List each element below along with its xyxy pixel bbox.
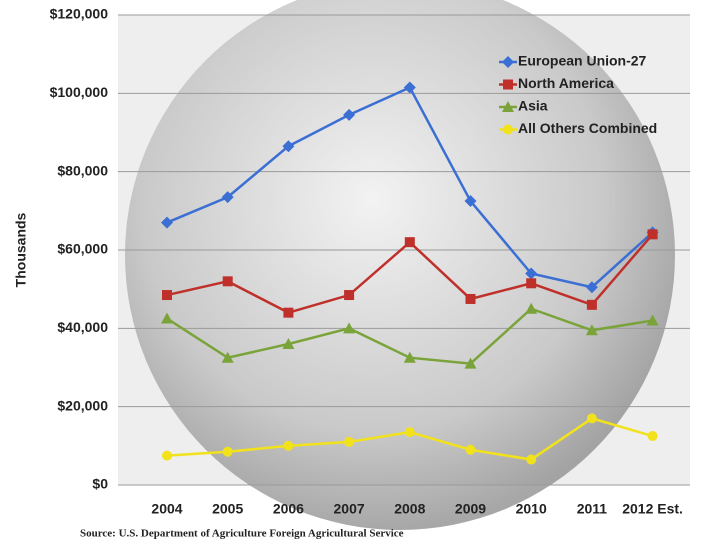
data-point	[162, 450, 172, 461]
data-point	[343, 322, 356, 334]
y-tick-label: $80,000	[57, 162, 108, 178]
x-tick-label: 2010	[516, 501, 547, 517]
data-point	[465, 293, 476, 304]
data-point	[222, 276, 233, 287]
x-tick-label: 2011	[577, 501, 608, 517]
data-point	[525, 267, 538, 280]
y-tick-label: $100,000	[50, 84, 109, 100]
legend-label: Asia	[518, 98, 548, 114]
data-point	[526, 454, 537, 465]
x-tick-label: 2012 Est.	[622, 501, 683, 517]
data-point	[222, 446, 233, 457]
data-point	[403, 351, 416, 363]
data-point	[403, 81, 416, 94]
data-point	[585, 281, 598, 294]
legend-marker	[502, 56, 514, 68]
data-point	[282, 338, 295, 349]
data-point	[344, 436, 355, 447]
legend-label: All Others Combined	[518, 120, 657, 136]
data-point	[464, 357, 477, 369]
y-tick-label: $0	[92, 476, 108, 492]
y-tick-label: $20,000	[57, 397, 108, 413]
legend-marker	[503, 124, 513, 135]
y-tick-label: $120,000	[50, 6, 109, 22]
x-tick-label: 2008	[394, 501, 425, 517]
data-point	[344, 290, 355, 301]
data-point	[404, 427, 415, 438]
data-point	[161, 312, 173, 324]
data-point	[465, 444, 476, 455]
data-point	[343, 108, 356, 121]
source-note: Source: U.S. Department of Agriculture F…	[80, 528, 404, 540]
y-tick-label: $40,000	[57, 319, 108, 335]
data-point	[221, 191, 234, 204]
legend-marker	[502, 101, 514, 112]
data-point	[647, 229, 658, 240]
data-point	[464, 195, 477, 208]
data-point	[221, 351, 234, 363]
data-point	[586, 413, 597, 424]
data-point	[161, 216, 173, 229]
legend-label: European Union-27	[518, 53, 647, 69]
x-tick-label: 2005	[212, 501, 243, 517]
legend-marker	[503, 79, 513, 90]
data-point	[283, 440, 294, 451]
x-tick-label: 2006	[273, 501, 304, 517]
data-point	[647, 431, 658, 442]
x-tick-label: 2004	[151, 501, 182, 517]
x-tick-label: 2007	[334, 501, 365, 517]
data-point	[525, 302, 538, 314]
y-axis-label: Thousands	[13, 212, 29, 287]
data-point	[404, 237, 415, 248]
data-point	[586, 299, 597, 310]
data-point	[162, 290, 172, 301]
globe-background	[125, 0, 675, 530]
data-point	[585, 324, 598, 336]
data-point	[283, 307, 294, 318]
legend-label: North America	[518, 75, 614, 91]
x-tick-label: 2009	[455, 501, 486, 517]
data-point	[282, 140, 295, 153]
data-point	[646, 314, 659, 326]
y-tick-label: $60,000	[57, 241, 108, 257]
data-point	[526, 278, 537, 289]
